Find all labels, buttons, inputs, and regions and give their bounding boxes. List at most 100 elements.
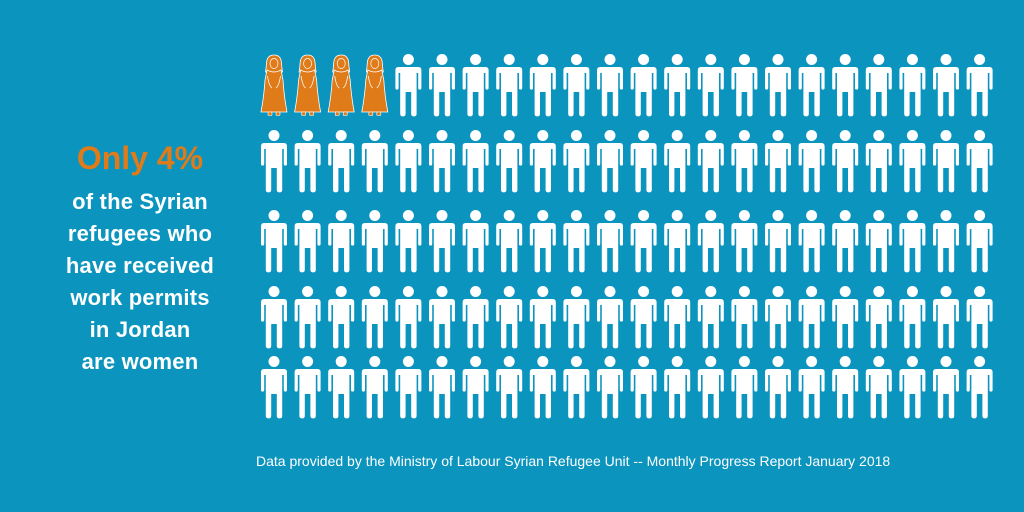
man-icon bbox=[261, 286, 287, 349]
man-icon bbox=[529, 356, 556, 419]
man-icon bbox=[563, 286, 590, 349]
man-icon bbox=[966, 286, 993, 349]
description-line: of the Syrian bbox=[72, 189, 208, 214]
man-icon bbox=[395, 130, 422, 193]
man-icon bbox=[697, 210, 724, 273]
data-source-footnote: Data provided by the Ministry of Labour … bbox=[256, 453, 891, 469]
man-icon bbox=[496, 356, 523, 419]
man-icon bbox=[563, 210, 590, 273]
man-icon bbox=[765, 130, 791, 193]
man-icon bbox=[462, 210, 489, 273]
man-icon bbox=[765, 356, 791, 419]
man-icon bbox=[429, 54, 455, 117]
man-icon bbox=[832, 356, 859, 419]
man-icon bbox=[697, 54, 724, 117]
man-icon bbox=[462, 130, 489, 193]
man-icon bbox=[832, 286, 859, 349]
man-icon bbox=[597, 130, 623, 193]
man-icon bbox=[395, 210, 422, 273]
man-icon bbox=[798, 286, 825, 349]
man-icon bbox=[563, 356, 590, 419]
man-icon bbox=[865, 54, 892, 117]
description-line: in Jordan bbox=[89, 317, 191, 342]
man-icon bbox=[899, 286, 926, 349]
man-icon bbox=[798, 210, 825, 273]
man-icon bbox=[765, 54, 791, 117]
man-icon bbox=[630, 356, 657, 419]
man-icon bbox=[966, 54, 993, 117]
man-icon bbox=[328, 356, 355, 419]
description: of the Syrian refugees who have received… bbox=[40, 186, 240, 378]
man-icon bbox=[798, 130, 825, 193]
man-icon bbox=[395, 286, 422, 349]
man-icon bbox=[664, 54, 691, 117]
man-icon bbox=[361, 210, 388, 273]
man-icon bbox=[933, 356, 959, 419]
man-icon bbox=[731, 210, 758, 273]
man-icon bbox=[429, 210, 455, 273]
man-icon bbox=[865, 130, 892, 193]
man-icon bbox=[597, 286, 623, 349]
man-icon bbox=[462, 54, 489, 117]
man-icon bbox=[697, 130, 724, 193]
man-icon bbox=[832, 130, 859, 193]
description-line: are women bbox=[81, 349, 199, 374]
woman-icon bbox=[327, 54, 355, 116]
man-icon bbox=[765, 286, 791, 349]
man-icon bbox=[731, 286, 758, 349]
man-icon bbox=[630, 210, 657, 273]
man-icon bbox=[328, 286, 355, 349]
man-icon bbox=[529, 286, 556, 349]
man-icon bbox=[294, 356, 321, 419]
man-icon bbox=[361, 130, 388, 193]
man-icon bbox=[664, 356, 691, 419]
man-icon bbox=[261, 210, 287, 273]
man-icon bbox=[597, 210, 623, 273]
man-icon bbox=[529, 210, 556, 273]
man-icon bbox=[361, 356, 388, 419]
man-icon bbox=[664, 130, 691, 193]
man-icon bbox=[294, 130, 321, 193]
man-icon bbox=[597, 356, 623, 419]
description-line: refugees who bbox=[67, 221, 213, 246]
man-icon bbox=[429, 130, 455, 193]
man-icon bbox=[731, 54, 758, 117]
man-icon bbox=[899, 210, 926, 273]
man-icon bbox=[697, 286, 724, 349]
man-icon bbox=[731, 130, 758, 193]
man-icon bbox=[865, 356, 892, 419]
man-icon bbox=[630, 130, 657, 193]
woman-icon bbox=[294, 54, 322, 116]
man-icon bbox=[361, 286, 388, 349]
man-icon bbox=[395, 356, 422, 419]
man-icon bbox=[294, 286, 321, 349]
man-icon bbox=[966, 356, 993, 419]
headline: Only 4% bbox=[76, 140, 204, 176]
man-icon bbox=[597, 54, 623, 117]
man-icon bbox=[395, 54, 422, 117]
man-icon bbox=[664, 286, 691, 349]
man-icon bbox=[429, 356, 455, 419]
man-icon bbox=[731, 356, 758, 419]
man-icon bbox=[865, 286, 892, 349]
man-icon bbox=[832, 54, 859, 117]
man-icon bbox=[630, 286, 657, 349]
man-icon bbox=[529, 130, 556, 193]
man-icon bbox=[697, 356, 724, 419]
man-icon bbox=[933, 210, 959, 273]
woman-icon bbox=[260, 54, 288, 116]
woman-icon bbox=[361, 54, 389, 116]
man-icon bbox=[529, 54, 556, 117]
man-icon bbox=[294, 210, 321, 273]
man-icon bbox=[832, 210, 859, 273]
description-line: work permits bbox=[70, 285, 210, 310]
man-icon bbox=[899, 130, 926, 193]
man-icon bbox=[933, 286, 959, 349]
man-icon bbox=[630, 54, 657, 117]
man-icon bbox=[798, 356, 825, 419]
man-icon bbox=[563, 54, 590, 117]
man-icon bbox=[496, 130, 523, 193]
man-icon bbox=[462, 356, 489, 419]
pictogram-chart bbox=[260, 54, 993, 419]
man-icon bbox=[899, 54, 926, 117]
